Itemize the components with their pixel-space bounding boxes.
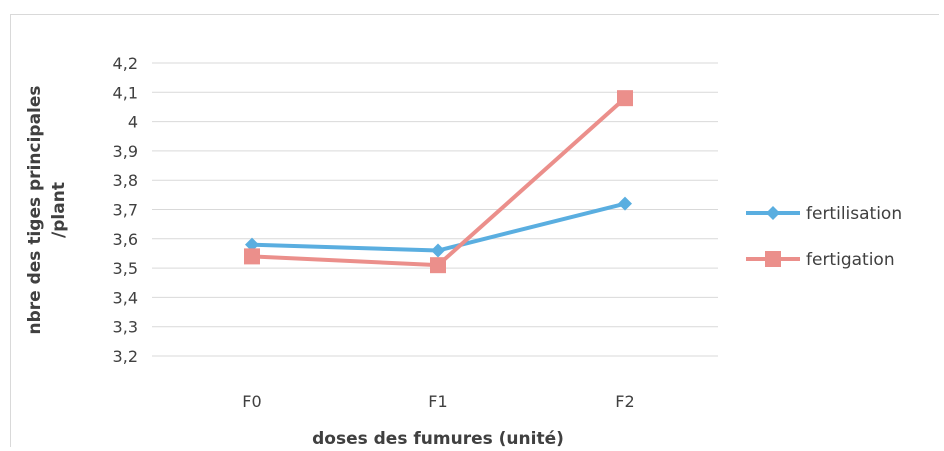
x-axis-title: doses des fumures (unité) [312,429,564,449]
y-tick-label: 4 [128,113,138,132]
gridlines [152,62,718,357]
y-tick-label: 3,4 [113,288,138,307]
legend: fertilisation fertigation [746,204,902,270]
legend-marker [766,206,780,220]
legend-label: fertigation [806,250,895,270]
legend-label: fertilisation [806,204,902,224]
legend-item-fertilisation: fertilisation [746,204,902,224]
y-tick-label: 3,7 [113,201,138,220]
series-line-fertilisation [251,201,626,253]
legend-marker [765,251,781,267]
y-tick-label: 4,1 [113,83,138,102]
y-tick-label: 3,2 [113,347,138,366]
y-axis-title-line-2: /plant [49,182,69,238]
series-group [244,90,633,274]
point-fertilisation [618,196,632,211]
x-tick-label: F0 [242,392,261,411]
point-fertilisation [431,243,445,258]
legend-item-fertigation: fertigation [746,250,895,270]
y-tick-label: 3,9 [113,142,138,161]
series-fertigation [244,90,633,274]
y-tick-label: 4,2 [113,54,138,73]
point-fertigation [617,90,633,107]
point-fertigation [244,248,260,265]
y-tick-label: 3,3 [113,318,138,337]
y-tick-label: 3,5 [113,259,138,278]
series-fertilisation [245,196,632,258]
y-tick-label: 3,6 [113,230,138,249]
point-fertilisation [245,237,259,252]
point-fertigation [430,257,446,274]
y-tick-label: 3,8 [113,171,138,190]
x-tick-label: F2 [615,392,634,411]
x-tick-label: F1 [428,392,447,411]
y-tick-labels: 3,2 3,3 3,4 3,5 3,6 3,7 3,8 3,9 4 4,1 4,2 [113,54,138,366]
x-tick-labels: F0 F1 F2 [242,392,634,411]
y-axis-title-line-1: nbre des tiges principales [25,85,45,334]
series-line-fertigation [251,96,627,268]
